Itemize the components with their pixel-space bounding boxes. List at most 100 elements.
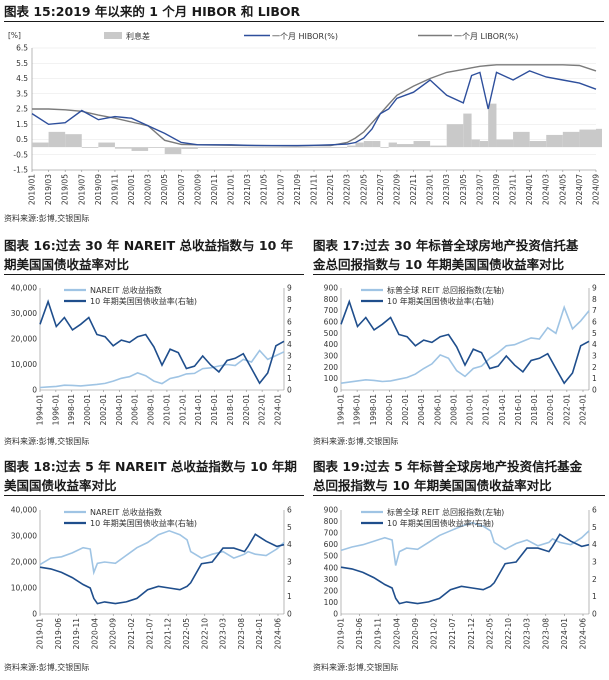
- spread-bar: [280, 147, 298, 148]
- x-tick-label: 2024-01: [274, 394, 283, 426]
- nareit-30y-chart: 0 10,000 20,000 30,000 40,000 0 1 2 3 4 5 6 7 8 9 1994-…: [11, 284, 292, 426]
- spread-bar: [131, 147, 149, 151]
- x-tick-label: 2020/11: [210, 174, 219, 205]
- x-tick-label: 2002-01: [99, 394, 108, 426]
- x-tick-label: 1998-01: [67, 394, 76, 426]
- spread-bar: [446, 124, 464, 148]
- left-tick-label: 20,000: [11, 335, 37, 344]
- legend-label: 利息差: [126, 31, 150, 41]
- left-tick-label: 100: [324, 374, 339, 383]
- spread-bar: [81, 147, 99, 148]
- right-tick-label: 3: [287, 352, 292, 361]
- x-tick-label: 2021/11: [310, 174, 319, 205]
- x-tick-label: 2022-10: [200, 618, 209, 650]
- yield-line: [39, 533, 285, 605]
- x-tick-label: 2022-01: [562, 394, 571, 426]
- x-tick-label: 2021/05: [260, 174, 269, 205]
- index-line: [340, 304, 590, 384]
- left-tick-label: 0: [32, 386, 37, 395]
- left-tick-label: 800: [324, 517, 339, 526]
- spread-bar: [496, 139, 514, 148]
- legend-label: NAREIT 总收益指数: [90, 285, 162, 295]
- spread-bar: [463, 113, 472, 148]
- x-tick-label: 2014-01: [194, 394, 203, 426]
- right-tick-label: 3: [592, 352, 597, 361]
- right-tick-label: 0: [592, 386, 597, 395]
- hibor-line: [31, 70, 597, 147]
- spread-bar: [314, 147, 331, 148]
- figure-17-title-line2: 金总回报指数与 10 年期美国国债收益率对比: [313, 255, 605, 275]
- figure-18-title-line1: 图表 18:过去 5 年 NAREIT 总收益指数与 10 年期: [4, 459, 297, 474]
- left-tick-label: 10,000: [11, 360, 37, 369]
- left-tick-label: 500: [324, 329, 339, 338]
- right-tick-label: 8: [287, 295, 292, 304]
- x-tick-label: 2019/05: [61, 174, 70, 205]
- right-tick-label: 5: [287, 329, 292, 338]
- hibor-libor-chart: [%] 利息差 一个月 HIBOR(%) 一个月 LIBOR(%) -1.5 -0.5 0.…: [8, 31, 602, 205]
- spread-bar: [479, 141, 489, 148]
- figure-17-title: 图表 17:过去 30 年标普全球房地产投资信托基 金总回报指数与 10 年期美…: [313, 236, 605, 275]
- legend-label: 10 年期美国国债收益率(右轴): [90, 296, 197, 306]
- left-tick-label: 700: [324, 529, 339, 538]
- left-tick-label: 900: [324, 506, 339, 515]
- spread-bar: [148, 147, 165, 148]
- x-tick-label: 2012-01: [482, 394, 491, 426]
- figure-16-source: 资料来源:彭博,交银国际: [4, 437, 90, 446]
- figure-18-title: 图表 18:过去 5 年 NAREIT 总收益指数与 10 年期 美国国债收益率…: [4, 457, 304, 496]
- x-tick-label: 2022/03: [343, 174, 352, 205]
- x-tick-label: 1996-01: [353, 394, 362, 426]
- nareit-5y-chart: 0 10,000 20,000 30,000 40,000 0 1 2 3 4 5 6 2019-01 2…: [11, 506, 292, 650]
- spread-bar: [471, 139, 480, 148]
- spread-bar: [214, 147, 232, 148]
- yield-line: [39, 299, 285, 385]
- y-tick-label: 1.5: [16, 120, 28, 129]
- index-line: [39, 529, 285, 576]
- legend-swatch-spread: [104, 32, 122, 39]
- x-tick-label: 2021/07: [276, 174, 285, 205]
- sp-reit-5y-chart: 0 100 200 300 400 500 600 700 800 900 0 1 2 3 4 5 6 2019-…: [324, 506, 597, 650]
- right-tick-label: 7: [592, 306, 597, 315]
- spread-bar: [488, 103, 497, 148]
- x-tick-label: 2008-01: [147, 394, 156, 426]
- x-tick-label: 2020/07: [177, 174, 186, 205]
- spread-bar: [297, 147, 314, 148]
- spread-bar: [388, 142, 397, 148]
- right-tick-label: 0: [592, 610, 597, 619]
- x-tick-label: 2023/01: [426, 174, 435, 205]
- x-tick-label: 2010-01: [466, 394, 475, 426]
- right-tick-label: 6: [592, 318, 597, 327]
- left-tick-label: 40,000: [11, 506, 37, 515]
- legend-label: 一个月 HIBOR(%): [272, 32, 338, 41]
- y-tick-label: -0.5: [13, 150, 28, 159]
- x-tick-label: 2022/09: [392, 174, 401, 205]
- left-tick-label: 0: [333, 386, 338, 395]
- x-tick-label: 2019-01: [337, 618, 346, 650]
- x-tick-label: 2020/01: [127, 174, 136, 205]
- spread-bar: [355, 142, 364, 148]
- left-tick-label: 400: [324, 340, 339, 349]
- y-tick-label: 0.5: [16, 135, 28, 144]
- x-tick-label: 1998-01: [369, 394, 378, 426]
- x-tick-label: 2022/01: [326, 174, 335, 205]
- sp-reit-30y-chart: 0 100 200 300 400 500 600 700 800 900 0 1 2 3 4 5 6 7 8 9 19…: [324, 284, 597, 426]
- right-tick-label: 3: [287, 558, 292, 567]
- x-tick-label: 2023/05: [459, 174, 468, 205]
- spread-bar: [372, 141, 381, 148]
- x-tick-label: 2021-12: [467, 618, 476, 650]
- y-tick-label: 6.5: [16, 44, 28, 53]
- x-tick-label: 2024/09: [592, 174, 601, 205]
- spread-bar: [430, 145, 447, 148]
- figure-15-title: 图表 15:2019 年以来的 1 个月 HIBOR 和 LIBOR: [4, 2, 604, 22]
- right-tick-label: 6: [592, 506, 597, 515]
- x-tick-label: 2024/03: [542, 174, 551, 205]
- spread-bar: [513, 131, 530, 148]
- x-tick-label: 2016-01: [514, 394, 523, 426]
- spread-bar: [562, 131, 580, 148]
- spread-bar: [413, 141, 431, 148]
- spread-bar: [330, 147, 348, 148]
- x-tick-label: 2022-05: [182, 618, 191, 650]
- left-tick-label: 40,000: [11, 284, 37, 293]
- right-tick-label: 9: [287, 284, 292, 293]
- y-tick-label: 4.5: [16, 74, 28, 83]
- legend-label: 10 年期美国国债收益率(右轴): [387, 518, 494, 528]
